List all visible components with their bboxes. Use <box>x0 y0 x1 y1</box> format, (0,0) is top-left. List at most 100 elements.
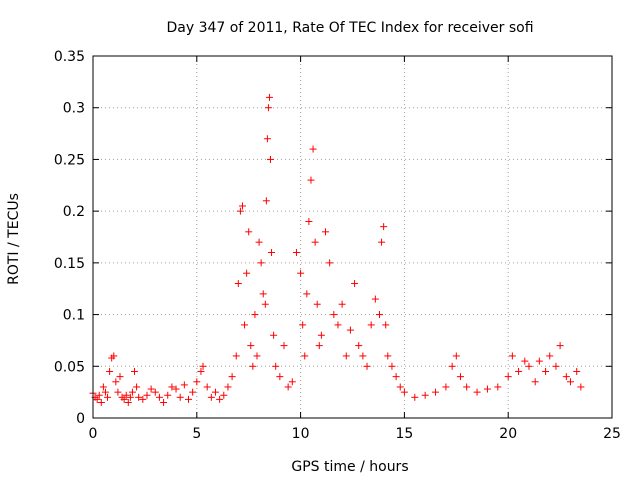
data-point <box>238 202 246 210</box>
data-point <box>199 362 207 370</box>
data-point <box>301 352 309 360</box>
x-tick-label: 10 <box>292 426 310 442</box>
data-point <box>388 362 396 370</box>
x-axis-label: GPS time / hours <box>291 459 408 475</box>
data-point <box>421 391 429 399</box>
data-point <box>266 155 274 163</box>
y-tick-label: 0.05 <box>54 359 85 375</box>
data-point <box>272 362 280 370</box>
data-point <box>508 352 516 360</box>
x-tick-label: 0 <box>89 426 98 442</box>
data-point <box>203 383 211 391</box>
data-point <box>317 331 325 339</box>
y-tick-label: 0.25 <box>54 152 85 168</box>
data-point <box>147 385 155 393</box>
data-points <box>89 93 585 406</box>
y-tick-label: 0.2 <box>63 204 85 220</box>
data-point <box>504 373 512 381</box>
data-point <box>531 378 539 386</box>
data-point <box>211 388 219 396</box>
data-point <box>249 362 257 370</box>
data-point <box>309 145 317 153</box>
data-point <box>573 367 581 375</box>
data-point <box>263 135 271 143</box>
data-point <box>120 395 128 403</box>
data-point <box>552 362 560 370</box>
data-point <box>371 295 379 303</box>
data-point <box>257 259 265 267</box>
data-point <box>168 383 176 391</box>
data-point <box>259 290 267 298</box>
data-point <box>566 378 574 386</box>
data-point <box>276 373 284 381</box>
data-point <box>243 269 251 277</box>
data-point <box>228 373 236 381</box>
data-point <box>297 269 305 277</box>
data-point <box>400 388 408 396</box>
data-point <box>133 383 141 391</box>
data-point <box>110 352 118 360</box>
x-tick-label: 5 <box>192 426 201 442</box>
data-point <box>463 383 471 391</box>
data-point <box>326 259 334 267</box>
data-point <box>411 393 419 401</box>
data-point <box>473 388 481 396</box>
y-tick-label: 0.1 <box>63 308 85 324</box>
data-point <box>264 104 272 112</box>
data-point <box>124 398 132 406</box>
data-point <box>311 238 319 246</box>
data-point <box>330 311 338 319</box>
data-point <box>363 362 371 370</box>
grid-lines <box>93 56 612 418</box>
data-point <box>556 342 564 350</box>
data-point <box>112 378 120 386</box>
y-axis-ticks: 0 0.05 0.1 0.15 0.2 0.25 0.3 0.35 <box>54 49 612 427</box>
data-point <box>234 280 242 288</box>
data-point <box>224 383 232 391</box>
data-point <box>315 342 323 350</box>
y-axis-label: ROTI / TECUs <box>6 193 22 285</box>
y-tick-label: 0 <box>76 411 85 427</box>
data-point <box>104 393 112 401</box>
y-tick-label: 0.3 <box>63 101 85 117</box>
data-point <box>160 398 168 406</box>
data-point <box>546 352 554 360</box>
data-point <box>280 342 288 350</box>
data-point <box>305 217 313 225</box>
data-point <box>456 373 464 381</box>
data-point <box>299 321 307 329</box>
data-point <box>128 388 136 396</box>
data-point <box>432 388 440 396</box>
data-point <box>284 383 292 391</box>
data-point <box>577 383 585 391</box>
data-point <box>261 300 269 308</box>
data-point <box>253 352 261 360</box>
data-point <box>382 321 390 329</box>
data-point <box>251 311 259 319</box>
data-point <box>197 367 205 375</box>
y-tick-label: 0.15 <box>54 256 85 272</box>
data-point <box>334 321 342 329</box>
data-point <box>342 352 350 360</box>
data-point <box>288 378 296 386</box>
y-tick-label: 0.35 <box>54 49 85 65</box>
data-point <box>180 381 188 389</box>
data-point <box>338 300 346 308</box>
x-tick-label: 15 <box>395 426 413 442</box>
data-point <box>164 391 172 399</box>
data-point <box>268 249 276 257</box>
data-point <box>139 395 147 403</box>
data-point <box>442 383 450 391</box>
data-point <box>176 393 184 401</box>
data-point <box>378 238 386 246</box>
x-axis-ticks: 0 5 10 15 20 25 <box>89 56 621 442</box>
data-point <box>307 176 315 184</box>
data-point <box>184 395 192 403</box>
data-point <box>384 352 392 360</box>
data-point <box>143 391 151 399</box>
data-point <box>241 321 249 329</box>
data-point <box>448 362 456 370</box>
data-point <box>303 290 311 298</box>
data-point <box>122 391 130 399</box>
